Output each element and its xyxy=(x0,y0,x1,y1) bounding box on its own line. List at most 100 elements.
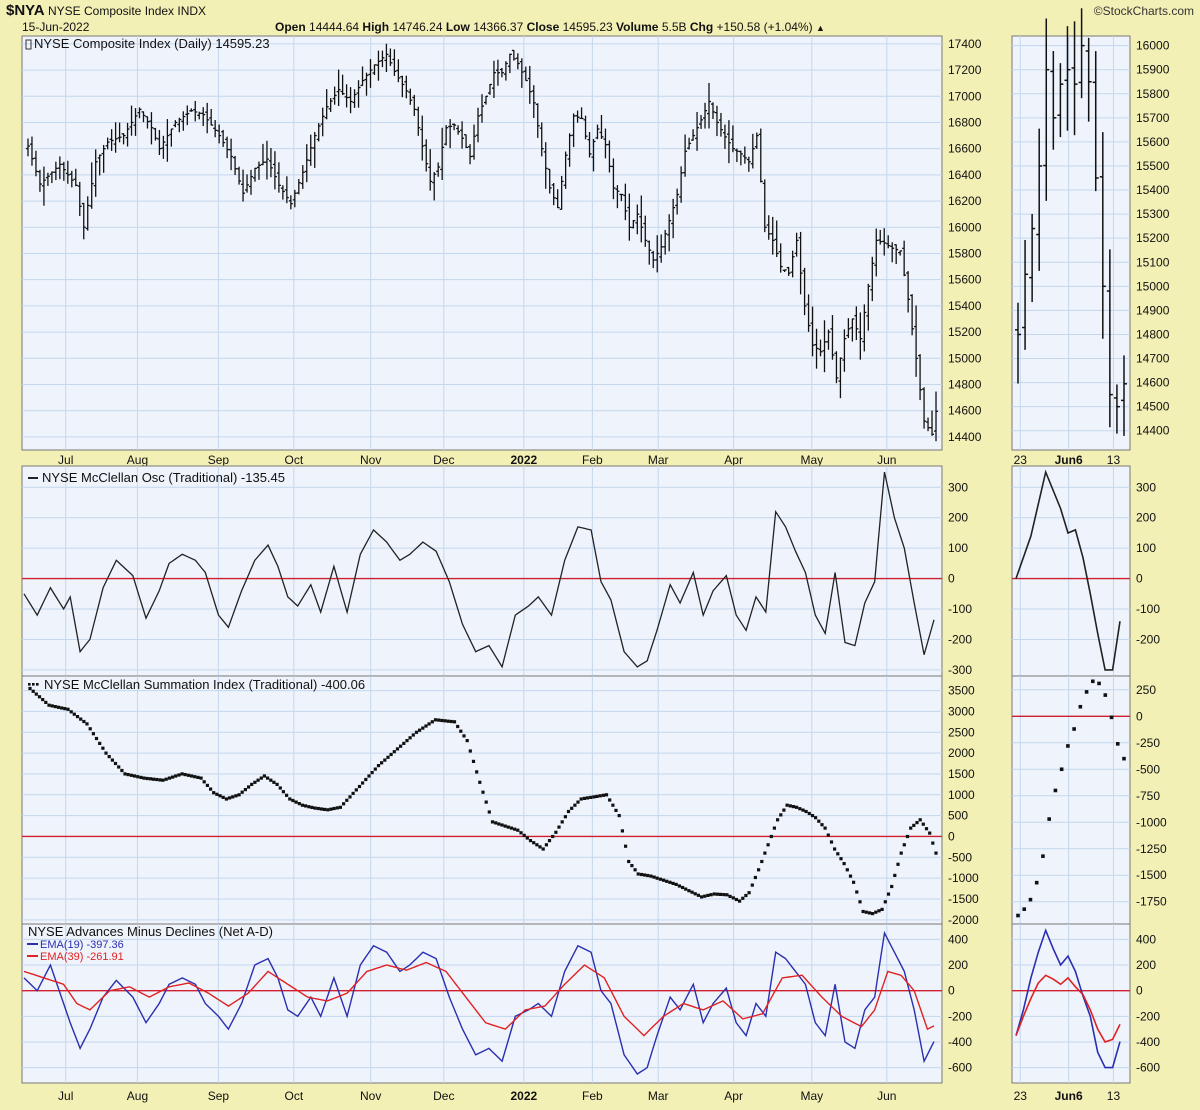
price-bar xyxy=(862,304,867,352)
symbol: $NYA xyxy=(6,2,45,19)
sum-point xyxy=(817,819,821,823)
sum-point xyxy=(329,807,333,811)
price-bar xyxy=(742,146,747,164)
side-sum-point xyxy=(1103,693,1108,697)
sum-point xyxy=(408,736,412,740)
sum-point xyxy=(281,790,285,794)
price-bar xyxy=(635,204,640,235)
price-legend: NYSE Composite Index (Daily) 14595.23 xyxy=(34,36,270,51)
sum-point xyxy=(842,862,846,866)
price-y-tick: 17400 xyxy=(948,37,982,51)
sum-point xyxy=(240,790,244,794)
sum-point xyxy=(525,836,529,840)
price-y-tick: 16200 xyxy=(948,194,982,208)
price-bar xyxy=(523,66,528,82)
price-bar xyxy=(898,250,903,256)
ad-x-tick: 2022 xyxy=(511,1089,538,1103)
sum-point xyxy=(728,894,732,898)
price-y-tick: 16800 xyxy=(948,115,982,129)
price-bar xyxy=(910,294,915,336)
price-bar xyxy=(623,183,628,221)
price-bar xyxy=(531,85,536,119)
price-bar xyxy=(169,128,174,147)
sum-point xyxy=(370,771,374,775)
sum-point xyxy=(117,765,121,769)
sum-point xyxy=(592,795,596,799)
sum-point xyxy=(50,704,54,708)
bar-style-icon xyxy=(25,39,32,50)
side-sum-point xyxy=(1016,913,1020,918)
price-bar xyxy=(476,107,481,143)
sum-point xyxy=(766,843,770,847)
sum-point xyxy=(430,720,434,724)
sum-point xyxy=(129,773,133,777)
price-bar xyxy=(284,176,289,204)
side-sum-point xyxy=(1041,854,1045,858)
sum-point xyxy=(503,824,507,828)
brand-link[interactable]: ©StockCharts.com xyxy=(1094,4,1194,18)
sum-point xyxy=(209,787,213,791)
side-price-y-tick: 14500 xyxy=(1136,400,1170,414)
price-x-tick: Dec xyxy=(433,453,454,467)
sum-point xyxy=(395,747,400,751)
sum-point xyxy=(364,777,368,782)
sum-point xyxy=(475,770,479,774)
sum-point xyxy=(285,793,289,797)
price-bar xyxy=(647,240,652,265)
price-bar xyxy=(65,160,70,184)
sum-point xyxy=(722,893,726,897)
sum-point xyxy=(212,791,216,795)
ema19-legend: EMA(19) -397.36 xyxy=(40,939,124,951)
price-bar xyxy=(89,162,94,209)
side-x-tick: 13 xyxy=(1107,453,1121,467)
price-x-tick: Jul xyxy=(58,453,73,467)
side-osc-y-tick: 0 xyxy=(1136,572,1143,586)
price-bar xyxy=(109,129,114,151)
price-bar xyxy=(344,84,349,108)
sum-point xyxy=(864,910,868,914)
sum-point xyxy=(560,820,564,824)
sum-point xyxy=(487,810,491,814)
sum-point xyxy=(706,893,710,897)
price-bar xyxy=(424,139,429,172)
price-bar xyxy=(631,219,636,229)
price-bar xyxy=(675,188,680,215)
osc-y-tick: 0 xyxy=(948,572,955,586)
price-x-tick: Nov xyxy=(360,453,381,467)
sum-point xyxy=(145,776,149,781)
sum-point xyxy=(700,895,704,899)
side-sum-y-tick: -1000 xyxy=(1136,815,1167,829)
price-bar xyxy=(53,161,58,181)
sum-point xyxy=(855,890,859,894)
side-ad-y-tick: 200 xyxy=(1136,958,1156,972)
sum-point xyxy=(75,715,80,719)
sum-point xyxy=(392,750,396,754)
price-bar xyxy=(707,82,712,129)
sum-point xyxy=(380,761,384,765)
price-bar xyxy=(854,306,859,341)
sum-point xyxy=(788,804,792,808)
side-sum-panel xyxy=(1011,675,1131,925)
price-bar xyxy=(559,175,564,210)
sum-point xyxy=(652,875,656,879)
side-price-y-tick: 14400 xyxy=(1136,424,1170,438)
sum-point xyxy=(304,804,308,808)
price-bar xyxy=(233,155,238,176)
price-y-tick: 15800 xyxy=(948,246,982,260)
sum-point xyxy=(833,847,837,851)
sum-point xyxy=(237,793,241,797)
sum-point xyxy=(294,800,298,804)
price-bar xyxy=(456,125,461,135)
sum-point xyxy=(164,777,168,781)
price-bar xyxy=(225,136,230,159)
open-label: Open xyxy=(275,20,306,34)
sum-point xyxy=(589,795,593,799)
sum-point xyxy=(744,893,748,898)
osc-y-tick: 300 xyxy=(948,480,968,494)
sum-point xyxy=(399,744,403,748)
side-price-bar xyxy=(1050,51,1057,150)
price-bar xyxy=(607,140,612,173)
sum-point xyxy=(687,889,691,893)
sum-point xyxy=(231,795,235,799)
sum-point xyxy=(684,887,688,891)
